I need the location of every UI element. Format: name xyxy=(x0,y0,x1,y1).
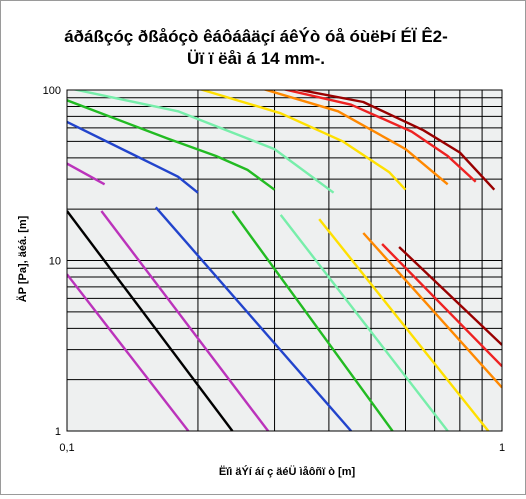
series-line-9 xyxy=(279,214,449,431)
x-axis-label: Ëïì äÝí áí ç äéÜ ìåôñï ò [m] xyxy=(219,465,356,478)
series-line-4 xyxy=(67,162,106,186)
plot-border xyxy=(66,89,503,432)
chart-title-line-2: Üï ï ëåì á 14 mm-. xyxy=(187,49,325,68)
series-line-18 xyxy=(294,90,496,191)
y-tick-label: 100 xyxy=(43,85,61,97)
x-tick-label: 1 xyxy=(499,442,505,454)
series-line-15 xyxy=(381,243,502,368)
series-line-12 xyxy=(198,90,407,191)
tick-labels: 0,1 1 100 10 1 xyxy=(43,85,505,454)
grid xyxy=(67,90,502,431)
y-tick-label: 1 xyxy=(55,426,61,438)
series-line-17 xyxy=(398,246,502,346)
series-line-1 xyxy=(67,210,234,431)
series-line-14 xyxy=(262,90,449,186)
series-line-8 xyxy=(67,99,276,191)
x-tick-label: 0,1 xyxy=(59,442,74,454)
series-group xyxy=(67,90,502,431)
chart-title-line-1: áðáßçóç ðßåóçò êáôáâäçí áêÝò óå óùëÞí ÉÏ… xyxy=(64,27,448,46)
series-line-5 xyxy=(154,206,353,431)
series-line-16 xyxy=(281,90,477,183)
y-axis-label: ÄP [Pa], äéá. [m] xyxy=(16,215,29,302)
series-line-7 xyxy=(231,210,394,431)
series-line-3 xyxy=(100,210,270,431)
series-line-6 xyxy=(67,120,199,194)
series-line-13 xyxy=(362,232,502,389)
y-tick-label: 10 xyxy=(49,256,61,268)
series-line-11 xyxy=(318,218,490,431)
series-line-10 xyxy=(71,90,335,194)
series-line-2 xyxy=(67,273,190,431)
